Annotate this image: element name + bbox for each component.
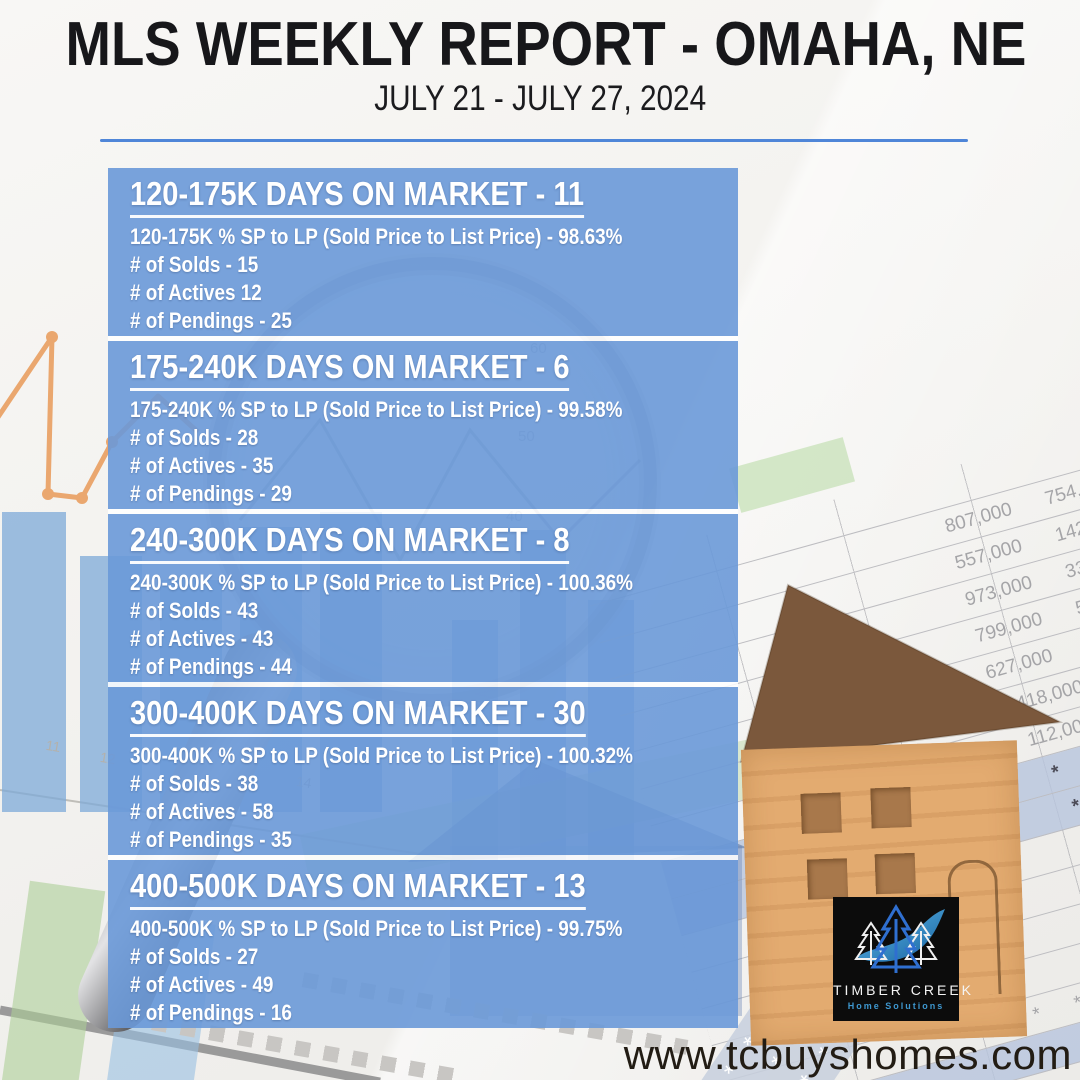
page-title: MLS WEEKLY REPORT - OMAHA, NE	[65, 10, 1027, 79]
solds-line: # of Solds - 38	[130, 771, 259, 796]
header-divider	[100, 139, 968, 142]
sp-to-lp-line: 120-175K % SP to LP (Sold Price to List …	[130, 224, 623, 249]
stat-box-heading: 300-400K DAYS ON MARKET - 30	[130, 695, 586, 737]
house-window	[800, 792, 842, 834]
stat-box-heading: 120-175K DAYS ON MARKET - 11	[130, 176, 585, 218]
solds-line: # of Solds - 28	[130, 425, 259, 450]
house-roof	[741, 585, 1060, 762]
solds-line: # of Solds - 43	[130, 598, 259, 623]
pendings-line: # of Pendings - 25	[130, 308, 292, 333]
stat-box-heading: 175-240K DAYS ON MARKET - 6	[130, 349, 570, 391]
actives-line: # of Actives 12	[130, 280, 262, 305]
actives-line: # of Actives - 43	[130, 626, 274, 651]
solds-line: # of Solds - 27	[130, 944, 259, 969]
logo-tagline-text: Home Solutions	[847, 1001, 945, 1011]
house-window	[870, 787, 912, 829]
stat-box-120-175k: 120-175K DAYS ON MARKET - 11 120-175K % …	[108, 168, 738, 341]
website-url: www.tcbuyshomes.com	[623, 1031, 1072, 1078]
bar-decor	[2, 512, 66, 812]
timber-creek-logo: TIMBER CREEK Home Solutions	[833, 897, 975, 1021]
pendings-line: # of Pendings - 35	[130, 827, 292, 852]
logo-trees-creek-icon	[854, 904, 945, 973]
actives-line: # of Actives - 49	[130, 972, 274, 997]
stat-box-175-240k: 175-240K DAYS ON MARKET - 6 175-240K % S…	[108, 341, 738, 514]
sp-to-lp-line: 240-300K % SP to LP (Sold Price to List …	[130, 570, 633, 595]
actives-line: # of Actives - 35	[130, 453, 274, 478]
house-window	[874, 852, 917, 895]
page-subtitle: JULY 21 - JULY 27, 2024	[374, 79, 706, 118]
actives-line: # of Actives - 58	[130, 799, 274, 824]
sp-to-lp-line: 175-240K % SP to LP (Sold Price to List …	[130, 397, 623, 422]
house-window	[806, 858, 849, 900]
solds-line: # of Solds - 15	[130, 252, 259, 277]
stat-box-240-300k: 240-300K DAYS ON MARKET - 8 240-300K % S…	[108, 514, 738, 687]
stat-box-400-500k: 400-500K DAYS ON MARKET - 13 400-500K % …	[108, 860, 738, 1028]
stat-box-heading: 240-300K DAYS ON MARKET - 8	[130, 522, 570, 564]
pendings-line: # of Pendings - 44	[130, 654, 292, 679]
stat-box-300-400k: 300-400K DAYS ON MARKET - 30 300-400K % …	[108, 687, 738, 860]
stat-box-heading: 400-500K DAYS ON MARKET - 13	[130, 868, 586, 910]
sp-to-lp-line: 300-400K % SP to LP (Sold Price to List …	[130, 743, 633, 768]
logo-brand-text: TIMBER CREEK	[833, 982, 975, 998]
pendings-line: # of Pendings - 29	[130, 481, 292, 506]
sp-to-lp-line: 400-500K % SP to LP (Sold Price to List …	[130, 916, 623, 941]
wooden-house-decor	[720, 560, 1080, 1050]
pendings-line: # of Pendings - 16	[130, 1000, 292, 1025]
